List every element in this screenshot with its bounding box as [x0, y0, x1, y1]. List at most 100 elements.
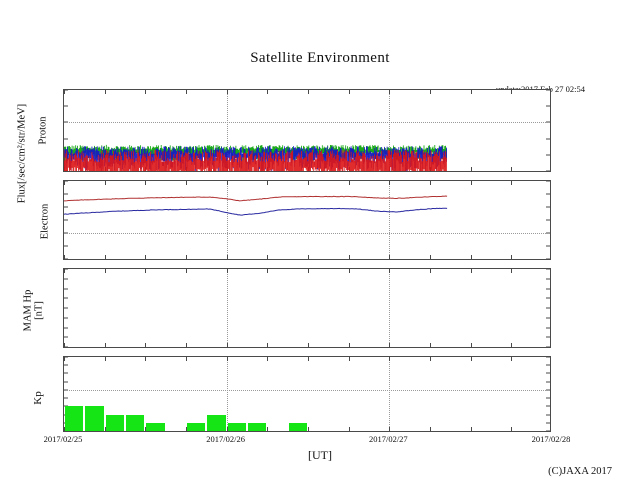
y-axis-tick-mark	[546, 405, 550, 407]
x-axis-tick-mark	[511, 255, 513, 259]
x-axis-tick-mark	[511, 167, 513, 171]
y-axis-tick-mark	[546, 357, 550, 358]
x-axis-tick-mark	[145, 427, 147, 431]
x-axis-tick-mark	[64, 343, 65, 347]
copyright-notice: (C)JAXA 2017	[548, 466, 612, 477]
panel-proton: 1.0e+031.0e+021.0e+011.0e+001.0e-011.0e-…	[63, 89, 551, 172]
x-axis-tick-mark	[348, 427, 350, 431]
x-axis-tick-mark	[145, 181, 147, 185]
x-axis-tick-mark	[308, 269, 309, 273]
x-axis-tick-mark	[64, 269, 65, 273]
kp-bar	[207, 414, 226, 431]
x-axis-tick-mark	[470, 255, 472, 259]
x-axis-tick-mark	[186, 181, 187, 185]
vertical-gridline	[389, 181, 391, 259]
y-axis-tick-mark	[64, 278, 68, 280]
electron-axis-label: Electron	[39, 203, 51, 240]
horizontal-gridline	[64, 389, 550, 391]
y-axis-tick-mark	[64, 90, 68, 91]
vertical-gridline	[389, 269, 391, 347]
y-axis-tick-mark	[64, 405, 68, 407]
x-axis-tick-mark	[470, 181, 472, 185]
y-axis-tick-mark	[546, 336, 550, 338]
x-axis-tick-mark	[308, 90, 309, 94]
y-axis-tick-mark	[546, 181, 550, 182]
x-axis-tick-mark	[430, 90, 431, 94]
y-axis-tick-mark	[64, 364, 68, 366]
x-axis-tick-mark	[104, 181, 106, 185]
panel-kp: 9876543210	[63, 356, 551, 432]
x-axis-tick-mark	[104, 357, 106, 361]
y-axis-tick-mark	[64, 336, 68, 338]
x-axis-tick-mark	[389, 181, 391, 185]
x-axis-tick-mark	[186, 343, 187, 347]
y-axis-tick-mark	[64, 317, 68, 319]
page-title: Satellite Environment	[250, 50, 390, 66]
kp-plot-area: 9876543210	[64, 357, 550, 431]
y-axis-tick-mark	[546, 414, 550, 416]
y-axis-tick-mark	[64, 193, 68, 195]
x-axis-tick-mark	[226, 427, 228, 431]
x-axis-tick-mark	[470, 357, 472, 361]
y-axis-tick-mark	[546, 297, 550, 299]
x-axis-tick-mark	[226, 357, 228, 361]
y-axis-tick-mark	[64, 346, 68, 347]
vertical-gridline	[226, 269, 228, 347]
vertical-gridline	[226, 90, 228, 171]
y-axis-tick-mark	[64, 372, 68, 374]
kp-bar	[288, 422, 307, 431]
x-axis-tick-mark	[348, 269, 350, 273]
x-axis-tick-mark	[389, 357, 391, 361]
y-axis-tick-mark	[546, 327, 550, 328]
y-axis-tick-mark	[64, 327, 68, 328]
x-axis-tick-mark	[348, 90, 350, 94]
y-axis-tick-mark	[64, 269, 68, 270]
x-axis-tick-mark	[470, 269, 472, 273]
y-axis-tick-mark	[546, 154, 550, 156]
y-axis-tick-mark	[546, 138, 550, 140]
x-axis-tick-mark	[186, 427, 187, 431]
y-axis-tick-mark	[546, 346, 550, 347]
mam-hp-plot-area: 140120100806040200-20	[64, 269, 550, 347]
x-axis-tick-mark	[430, 181, 431, 185]
x-axis-tick-mark	[226, 181, 228, 185]
y-axis-tick-mark	[64, 245, 68, 247]
y-axis-tick-mark	[546, 364, 550, 366]
trace-electron-red	[64, 195, 448, 202]
kp-axis-label: Kp	[32, 391, 44, 405]
y-axis-tick-mark	[546, 317, 550, 319]
y-axis-tick-mark	[64, 397, 68, 399]
x-axis-tick-mark	[348, 343, 350, 347]
y-axis-tick-mark	[546, 219, 550, 221]
kp-bar	[85, 406, 104, 431]
horizontal-gridline	[64, 233, 550, 234]
y-axis-tick-mark	[64, 381, 68, 383]
x-axis-tick-mark	[470, 167, 472, 171]
y-axis-tick-mark	[546, 258, 550, 259]
x-axis-tick-mark	[267, 90, 269, 94]
x-axis-tick-mark	[430, 343, 431, 347]
kp-bar	[105, 414, 124, 431]
kp-bar	[248, 422, 267, 431]
x-axis-tick-mark	[511, 357, 513, 361]
plot-traces	[64, 144, 447, 171]
y-axis-tick-mark	[64, 105, 68, 107]
x-axis-tick-mark	[145, 90, 147, 94]
proton-plot-area: 1.0e+031.0e+021.0e+011.0e+001.0e-011.0e-…	[64, 90, 550, 171]
y-axis-tick-mark	[64, 288, 68, 289]
vertical-gridline	[226, 357, 228, 431]
x-axis-tick-mark	[511, 90, 513, 94]
x-axis-tick-mark	[104, 269, 106, 273]
y-axis-tick-mark	[546, 193, 550, 195]
x-axis-tick-mark	[470, 90, 472, 94]
y-axis-tick-mark	[546, 105, 550, 107]
y-axis-tick-mark	[546, 372, 550, 374]
y-axis-tick-mark	[546, 422, 550, 424]
x-axis-tick-mark	[186, 269, 187, 273]
x-axis-tick-mark	[430, 255, 431, 259]
panel-mam-hp: 140120100806040200-20	[63, 268, 551, 348]
y-axis-tick-mark	[546, 206, 550, 208]
x-axis-tick-mark	[511, 269, 513, 273]
mam-hp-axis-label-line1: MAM Hp	[22, 289, 34, 332]
x-axis-tick-mark	[470, 343, 472, 347]
